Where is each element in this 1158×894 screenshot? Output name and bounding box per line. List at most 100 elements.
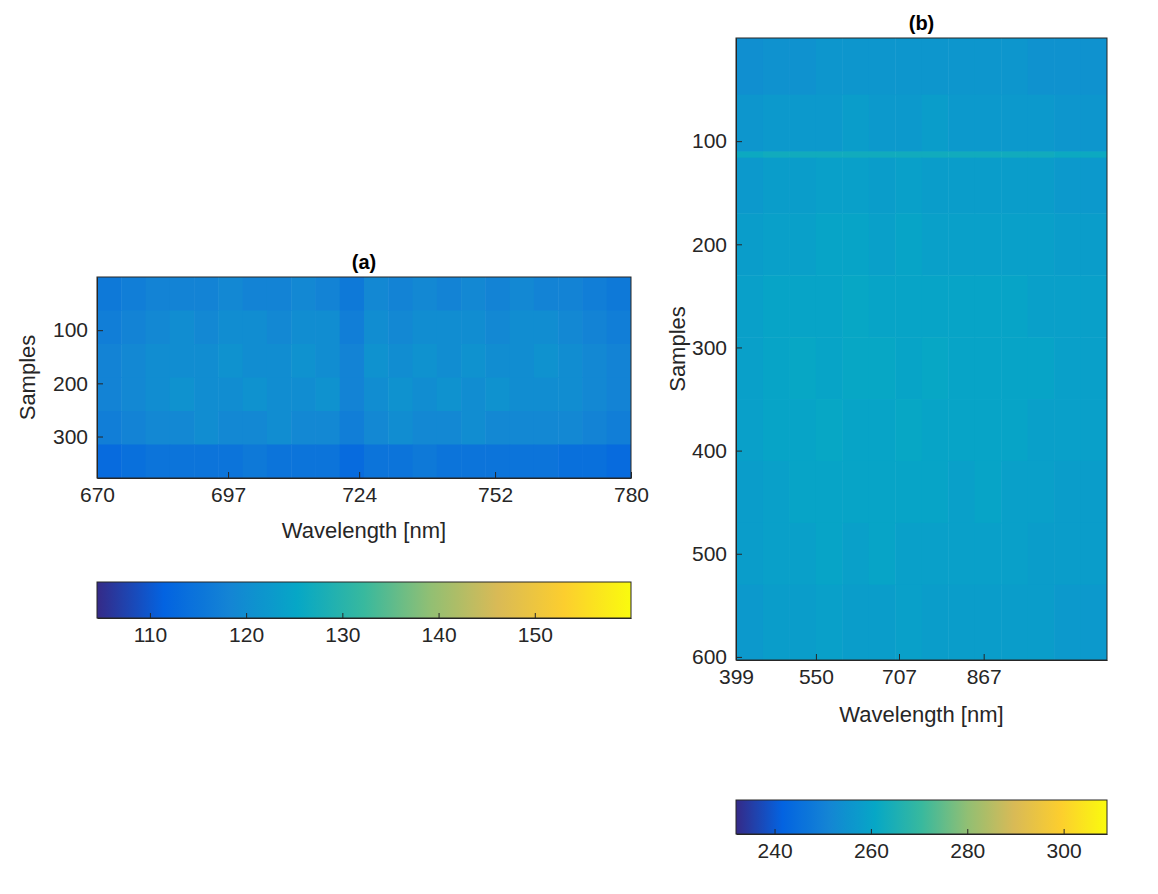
heatmap-cell [218,344,243,378]
plot-frame [736,38,1107,660]
heatmap-cell [364,378,389,412]
colorbar-tick-mark [535,613,536,618]
y-tick-label: 300 [53,425,88,448]
x-tick: 724 [342,472,377,506]
heatmap-cell [736,95,763,152]
heatmap-cell [364,311,389,345]
heatmap-cell [291,445,316,479]
heatmap-cell [1081,337,1107,399]
heatmap-cell [315,344,340,378]
heatmap-cell [789,38,816,95]
y-tick-mark [736,244,742,245]
heatmap-cell [1028,461,1055,523]
colorbar-axis: 110120130140150 [98,613,632,646]
heatmap-cell [97,378,122,412]
y-axis-title: Samples [15,335,40,421]
heatmap-cell [763,151,790,158]
colorbar-tick-mark [871,829,872,834]
y-tick-label: 300 [692,336,727,359]
colorbar-tick: 240 [758,829,793,862]
heatmap-cell [842,38,869,95]
heatmap-cell [461,311,486,345]
heatmap-cell [291,311,316,345]
heatmap-cell [1054,399,1081,461]
y-tick: 100 [53,318,103,341]
colorbar-tick-mark [1064,829,1065,834]
heatmap-cell [948,461,975,523]
y-tick: 600 [692,645,742,668]
heatmap-cell [1001,399,1028,461]
heatmap-cell [948,213,975,275]
heatmap-cell [243,378,268,412]
heatmap-cell [736,38,763,95]
y-tick-mark [736,554,742,555]
heatmap-cell [895,158,922,214]
heatmap-cell [869,399,896,461]
plot-frame [97,277,631,478]
heatmap-cell [267,277,292,311]
heatmap-cell [975,585,1002,660]
heatmap-cell [763,585,790,660]
heatmap-cell [413,411,438,445]
heatmap-cell [1081,95,1107,152]
x-tick: 550 [799,654,834,688]
y-axis: 100200300400500600 [692,39,742,669]
heatmap-cell [736,585,763,660]
heatmap-cell [1001,275,1028,337]
heatmap-cell [789,151,816,158]
heatmap-cell [1001,523,1028,585]
y-tick: 300 [692,336,742,359]
heatmap-cell [1081,213,1107,275]
heatmap-cell [816,158,843,214]
heatmap-cell [1028,38,1055,95]
heatmap-cell [975,213,1002,275]
heatmap-cell [485,411,510,445]
heatmap-cell [291,277,316,311]
y-tick: 500 [692,542,742,565]
heatmap-cell [194,445,219,479]
heatmap-cell [146,277,171,311]
heatmap-cell [869,461,896,523]
x-tick-label: 399 [719,665,754,688]
heatmap-cell [461,378,486,412]
heatmap-cell [816,461,843,523]
heatmap-cell [607,277,631,311]
heatmap-cell [146,378,171,412]
colorbar-tick-label: 110 [134,623,167,646]
heatmap-cell [121,378,146,412]
heatmap-cell [121,344,146,378]
x-axis: 399550707867 [719,654,1108,688]
heatmap-cell [922,585,949,660]
heatmap-cell [582,411,607,445]
y-axis: 100 200 300 [53,278,103,479]
heatmap-cell [558,277,583,311]
heatmap-cell [582,344,607,378]
heatmap-cell [218,445,243,479]
x-tick-mark [359,472,360,478]
heatmap-cell [558,378,583,412]
heatmap-cell [1028,158,1055,214]
heatmap-cell [267,344,292,378]
heatmap-cell [789,337,816,399]
colorbar-tick: 260 [854,829,889,862]
y-tick: 200 [53,372,103,395]
y-tick-mark [736,141,742,142]
heatmap-cell [763,337,790,399]
heatmap-cell [437,411,462,445]
heatmap-cell [243,344,268,378]
heatmap-cell [1054,523,1081,585]
colorbar-tick-label: 120 [229,623,264,646]
heatmap-cell [975,95,1002,152]
heatmap-cell [869,38,896,95]
heatmap-cell [121,411,146,445]
heatmap-cell [763,38,790,95]
heatmap-cell [869,213,896,275]
heatmap-cell [975,151,1002,158]
heatmap-cell [340,378,365,412]
heatmap-cell [1081,461,1107,523]
heatmap-cell [97,344,122,378]
heatmap-cell [1001,461,1028,523]
heatmap-cell [97,445,122,479]
heatmap-cell [534,378,559,412]
heatmap-cell [816,95,843,152]
